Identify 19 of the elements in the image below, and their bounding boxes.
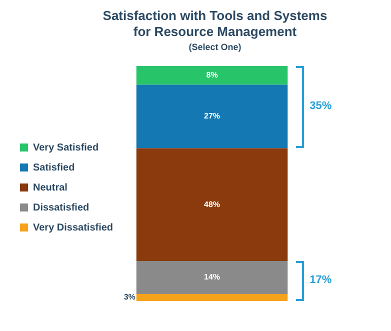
text: 35% [310,100,332,112]
bar [136,294,288,301]
legend-label: Very Satisfied [33,142,99,154]
bar [136,148,288,262]
legend-label: Very Dissatisfied [33,222,114,234]
legend-label: Neutral [33,182,68,194]
legend-label: Dissatisfied [33,202,90,214]
chart-title: Satisfaction with Tools and Systems for Resource Management [102,8,328,40]
text: 17% [310,274,332,286]
data-label: 3% [124,292,136,302]
bar [136,84,288,148]
bar [136,66,288,85]
data-label: 14% [204,272,220,282]
bar [136,261,288,294]
data-label: 8% [206,70,218,80]
chart-subtitle: (Select One) [188,42,242,52]
data-label: 27% [204,112,220,121]
data-label: 48% [204,200,220,209]
legend-label: Satisfied [33,162,75,174]
